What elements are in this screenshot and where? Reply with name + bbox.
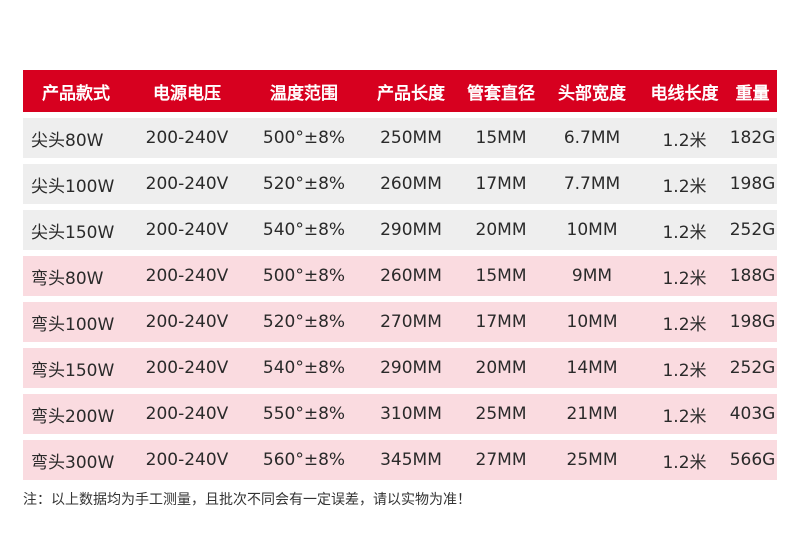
cell-weight: 188G [729, 266, 776, 286]
header-cell-length: 产品长度 [377, 83, 445, 104]
cell-length: 250MM [380, 128, 442, 148]
cell-temperature: 540°±8% [262, 358, 346, 378]
cell-cable-length: 1.2米 [662, 222, 707, 243]
cell-tip-width: 7.7MM [563, 174, 621, 194]
cell-tip-width: 6.7MM [563, 128, 621, 148]
cell-cable-length: 1.2米 [662, 268, 707, 289]
cell-tip-width: 21MM [566, 404, 618, 424]
cell-style: 弯头80W [31, 268, 104, 289]
cell-style: 弯头300W [31, 452, 115, 473]
cell-voltage: 200-240V [145, 450, 229, 470]
measurement-note: 注：以上数据均为手工测量，且批次不同会有一定误差，请以实物为准！ [23, 492, 471, 508]
cell-length: 270MM [380, 312, 442, 332]
cell-weight: 198G [729, 174, 776, 194]
cell-voltage: 200-240V [145, 174, 229, 194]
cell-weight: 403G [729, 404, 776, 424]
table-header-row: 产品款式 电源电压 温度范围 产品长度 管套直径 头部宽度 电线长度 重量 [23, 70, 777, 112]
table-row: 尖头100W 200-240V 520°±8% 260MM 17MM 7.7MM 1.2米 1… [23, 164, 777, 204]
cell-cable-length: 1.2米 [662, 360, 707, 381]
header-cell-sleeve-diameter: 管套直径 [467, 83, 535, 104]
cell-temperature: 500°±8% [262, 128, 346, 148]
cell-sleeve-diameter: 20MM [475, 358, 527, 378]
cell-style: 尖头100W [31, 176, 115, 197]
cell-style: 弯头150W [31, 360, 115, 381]
cell-cable-length: 1.2米 [662, 406, 707, 427]
cell-cable-length: 1.2米 [662, 452, 707, 473]
cell-length: 345MM [380, 450, 442, 470]
table-row: 尖头150W 200-240V 540°±8% 290MM 20MM 10MM 1.2米 25… [23, 210, 777, 250]
cell-sleeve-diameter: 15MM [475, 128, 527, 148]
table-row: 弯头100W 200-240V 520°±8% 270MM 17MM 10MM 1.2米 19… [23, 302, 777, 342]
cell-temperature: 520°±8% [262, 174, 346, 194]
cell-style: 尖头150W [31, 222, 115, 243]
header-cell-cable-length: 电线长度 [650, 83, 719, 104]
cell-voltage: 200-240V [145, 266, 229, 286]
table-row: 弯头200W 200-240V 550°±8% 310MM 25MM 21MM 1.2米 40… [23, 394, 777, 434]
header-cell-temperature: 温度范围 [270, 83, 338, 104]
header-cell-style: 产品款式 [42, 83, 110, 104]
cell-sleeve-diameter: 17MM [475, 312, 527, 332]
cell-weight: 252G [729, 358, 776, 378]
cell-sleeve-diameter: 25MM [475, 404, 527, 424]
table-body: 尖头80W 200-240V 500°±8% 250MM 15MM 6.7MM 1.2米 18… [23, 118, 777, 480]
cell-temperature: 550°±8% [262, 404, 346, 424]
table-row: 弯头300W 200-240V 560°±8% 345MM 27MM 25MM 1.2米 56… [23, 440, 777, 480]
cell-tip-width: 25MM [566, 450, 618, 470]
cell-weight: 252G [729, 220, 776, 240]
cell-cable-length: 1.2米 [662, 176, 707, 197]
cell-voltage: 200-240V [145, 128, 229, 148]
cell-temperature: 560°±8% [262, 450, 346, 470]
cell-sleeve-diameter: 20MM [475, 220, 527, 240]
cell-voltage: 200-240V [145, 220, 229, 240]
cell-sleeve-diameter: 17MM [475, 174, 527, 194]
cell-sleeve-diameter: 27MM [475, 450, 527, 470]
cell-voltage: 200-240V [145, 404, 229, 424]
cell-tip-width: 14MM [566, 358, 618, 378]
cell-tip-width: 10MM [566, 220, 618, 240]
cell-length: 290MM [380, 358, 442, 378]
cell-length: 260MM [380, 266, 442, 286]
cell-voltage: 200-240V [145, 358, 229, 378]
cell-sleeve-diameter: 15MM [475, 266, 527, 286]
cell-style: 尖头80W [31, 130, 104, 151]
cell-cable-length: 1.2米 [662, 130, 707, 151]
header-cell-voltage: 电源电压 [153, 83, 221, 104]
cell-temperature: 520°±8% [262, 312, 346, 332]
cell-weight: 566G [729, 450, 776, 470]
cell-voltage: 200-240V [145, 312, 229, 332]
cell-temperature: 500°±8% [262, 266, 346, 286]
cell-tip-width: 10MM [566, 312, 618, 332]
table-row: 弯头150W 200-240V 540°±8% 290MM 20MM 14MM 1.2米 25… [23, 348, 777, 388]
table-row: 尖头80W 200-240V 500°±8% 250MM 15MM 6.7MM 1.2米 18… [23, 118, 777, 158]
cell-length: 260MM [380, 174, 442, 194]
header-cell-tip-width: 头部宽度 [558, 83, 626, 104]
cell-cable-length: 1.2米 [662, 314, 707, 335]
header-cell-weight: 重量 [735, 83, 770, 104]
cell-length: 290MM [380, 220, 442, 240]
cell-weight: 182G [729, 128, 776, 148]
spec-table: 产品款式 电源电压 温度范围 产品长度 管套直径 头部宽度 电线长度 重量 尖头… [23, 70, 777, 486]
table-row: 弯头80W 200-240V 500°±8% 260MM 15MM 9MM 1.2米 188G [23, 256, 777, 296]
cell-style: 弯头200W [31, 406, 115, 427]
cell-length: 310MM [380, 404, 442, 424]
cell-tip-width: 9MM [571, 266, 613, 286]
cell-weight: 198G [729, 312, 776, 332]
cell-temperature: 540°±8% [262, 220, 346, 240]
cell-style: 弯头100W [31, 314, 115, 335]
